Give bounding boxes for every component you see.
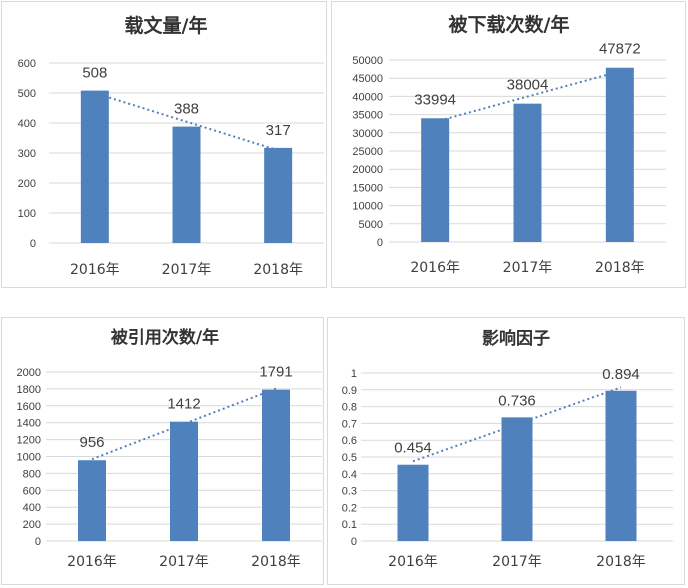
x-category-label: 2016年 (70, 262, 120, 278)
y-tick-label: 0.5 (342, 452, 357, 464)
y-tick-label: 0.6 (342, 435, 357, 447)
data-label: 1412 (167, 396, 200, 413)
chart-panel-impact-factor: 影响因子 0 0.1 0.2 0.3 0.4 0.5 0.6 0.7 0.8 0.9 1 0.454 0.… (327, 317, 685, 585)
y-tick-label: 1400 (17, 418, 41, 430)
y-tick-label: 50000 (352, 55, 383, 67)
y-tick-label: 800 (23, 468, 41, 480)
y-tick-label: 45000 (352, 73, 383, 85)
x-category-label: 2018年 (251, 554, 301, 570)
chart-panel-downloads: 被下载次数/年 0 5000 10000 15000 20000 25000 30000 350… (331, 1, 686, 288)
y-tick-label: 0.8 (342, 402, 357, 414)
y-tick-label: 2000 (17, 367, 41, 379)
y-tick-label: 100 (18, 208, 36, 220)
bar (80, 90, 109, 243)
data-label: 33994 (414, 91, 456, 108)
y-tick-label: 0.9 (342, 385, 357, 397)
y-tick-label: 600 (18, 58, 36, 70)
chart-panel-citations: 被引用次数/年 0 200 400 600 800 1000 1200 1400 1600 1800… (1, 317, 324, 585)
chart-title: 影响因子 (482, 328, 550, 349)
trendline (434, 70, 621, 123)
data-label: 38004 (507, 77, 549, 94)
data-label: 956 (79, 434, 104, 451)
bar (262, 389, 290, 541)
data-label: 0.454 (394, 440, 432, 457)
data-label: 1791 (259, 364, 292, 381)
chart-svg: 载文量/年 0 100 200 300 400 500 600 508 388 317 2016年 20… (18, 14, 324, 278)
x-category-label: 2016年 (410, 260, 460, 276)
y-tick-label: 1600 (17, 401, 41, 413)
y-tick-label: 400 (18, 118, 36, 130)
y-tick-label: 0.4 (342, 469, 357, 481)
y-tick-label: 10000 (352, 201, 383, 213)
trendline (94, 92, 279, 152)
y-tick-label: 15000 (352, 182, 383, 194)
x-category-label: 2018年 (595, 260, 645, 276)
chart-title: 被引用次数/年 (111, 327, 219, 348)
y-tick-label: 0 (35, 536, 41, 548)
y-tick-label: 600 (23, 485, 41, 497)
data-label: 388 (174, 101, 199, 118)
y-tick-label: 25000 (352, 146, 383, 158)
bar (605, 67, 634, 243)
data-label: 0.736 (498, 392, 536, 409)
x-category-label: 2017年 (503, 260, 553, 276)
bar (264, 147, 293, 243)
y-tick-label: 1800 (17, 384, 41, 396)
x-category-label: 2018年 (253, 262, 303, 278)
data-label: 0.894 (602, 366, 640, 383)
y-tick-label: 0.7 (342, 418, 357, 430)
data-label: 508 (82, 65, 107, 82)
y-tick-label: 400 (23, 502, 41, 514)
chart-title: 载文量/年 (125, 14, 208, 37)
y-tick-label: 30000 (352, 128, 383, 140)
x-category-label: 2016年 (388, 554, 438, 570)
bar (513, 103, 542, 243)
data-label: 317 (266, 122, 291, 139)
y-tick-label: 20000 (352, 164, 383, 176)
y-tick-label: 5000 (359, 219, 383, 231)
y-tick-label: 0.1 (342, 519, 357, 531)
bar (397, 464, 429, 541)
y-tick-label: 1 (351, 368, 357, 380)
y-tick-label: 0.2 (342, 502, 357, 514)
chart-svg: 被下载次数/年 0 5000 10000 15000 20000 25000 30000 350… (352, 13, 666, 276)
bar (421, 118, 450, 242)
y-tick-label: 200 (18, 178, 36, 190)
chart-title: 被下载次数/年 (449, 13, 570, 36)
bar (170, 421, 198, 541)
x-category-label: 2017年 (159, 554, 209, 570)
y-tick-label: 35000 (352, 110, 383, 122)
y-tick-label: 0 (351, 536, 357, 548)
bar (78, 460, 106, 541)
y-tick-label: 1200 (17, 435, 41, 447)
y-tick-label: 0 (377, 237, 383, 249)
y-tick-label: 200 (23, 519, 41, 531)
y-tick-label: 0.3 (342, 486, 357, 498)
bar (172, 126, 201, 243)
y-tick-label: 300 (18, 148, 36, 160)
y-tick-label: 0 (30, 238, 36, 250)
y-tick-label: 1000 (17, 452, 41, 464)
chart-svg: 被引用次数/年 0 200 400 600 800 1000 1200 1400 1600 1800… (17, 327, 322, 570)
x-category-label: 2016年 (67, 554, 117, 570)
x-category-label: 2018年 (596, 554, 646, 570)
y-tick-label: 500 (18, 88, 36, 100)
y-tick-label: 40000 (352, 91, 383, 103)
bar (605, 390, 637, 541)
bar (501, 417, 533, 541)
data-label: 47872 (599, 41, 641, 58)
chart-svg: 影响因子 0 0.1 0.2 0.3 0.4 0.5 0.6 0.7 0.8 0.9 1 0.454 0.… (342, 328, 673, 570)
chart-panel-articles: 载文量/年 0 100 200 300 400 500 600 508 388 317 2016年 20… (1, 1, 327, 288)
trendline (412, 386, 622, 463)
x-category-label: 2017年 (162, 262, 212, 278)
x-category-label: 2017年 (492, 554, 542, 570)
